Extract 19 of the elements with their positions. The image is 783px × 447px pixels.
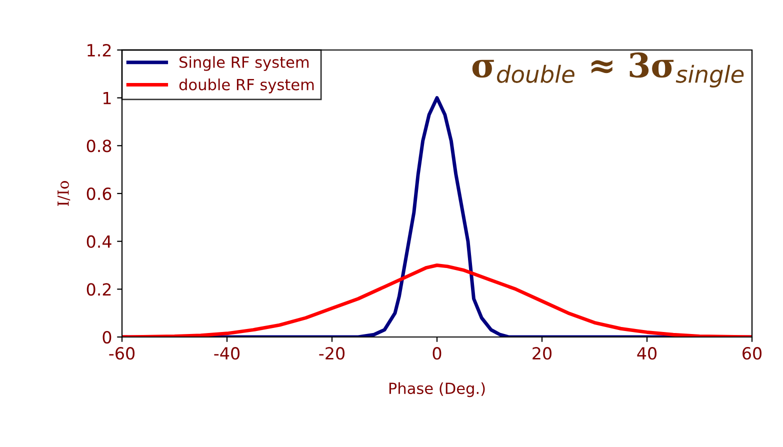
x-tick-label: -60 (109, 347, 135, 360)
y-axis-title: I/Io (58, 181, 70, 206)
x-tick-label: -40 (214, 347, 240, 360)
x-tick-label: 20 (532, 347, 552, 360)
y-tick-label: 0.4 (86, 235, 112, 248)
annotation: σ$_{double}$ ≈ 3σ$_{single}$ (472, 52, 744, 88)
legend-label: double RF system (179, 78, 314, 94)
y-tick-label: 0.2 (86, 283, 111, 296)
x-tick-label: 60 (742, 347, 762, 360)
x-tick-label: 40 (637, 347, 656, 360)
y-tick-label: 1.2 (88, 44, 111, 56)
y-tick-label: 1 (104, 92, 111, 104)
legend-label: Single RF system (180, 56, 309, 71)
x-axis-title: Phase (Deg.) (389, 382, 485, 398)
y-tick-label: 0.6 (86, 187, 112, 200)
x-tick-label: -20 (319, 347, 345, 360)
y-tick-label: 0 (102, 330, 112, 344)
x-tick-label: 0 (432, 347, 442, 360)
y-tick-label: 0.8 (86, 140, 112, 152)
